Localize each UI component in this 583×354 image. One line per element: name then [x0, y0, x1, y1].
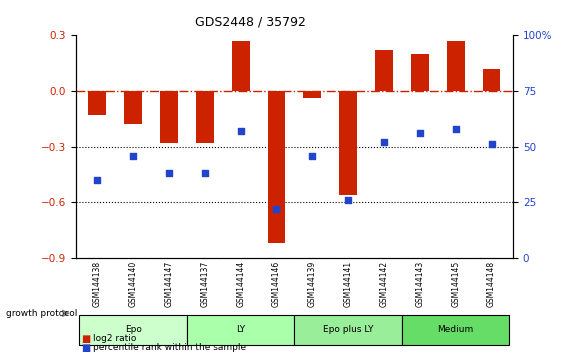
- Text: GSM144140: GSM144140: [129, 261, 138, 307]
- Text: GSM144145: GSM144145: [451, 261, 460, 307]
- Bar: [160, 91, 178, 143]
- FancyBboxPatch shape: [402, 315, 510, 345]
- Text: GSM144141: GSM144141: [343, 261, 353, 307]
- Text: GSM144138: GSM144138: [93, 261, 102, 307]
- Text: ■: ■: [82, 343, 91, 353]
- Bar: [411, 54, 429, 91]
- FancyBboxPatch shape: [187, 315, 294, 345]
- Point: [487, 142, 496, 147]
- Bar: [231, 41, 250, 91]
- Point: [200, 171, 209, 176]
- Bar: [375, 50, 393, 91]
- Text: GSM144148: GSM144148: [487, 261, 496, 307]
- FancyBboxPatch shape: [79, 315, 187, 345]
- Bar: [196, 91, 214, 143]
- Text: GDS2448 / 35792: GDS2448 / 35792: [195, 15, 306, 28]
- Text: GSM144137: GSM144137: [201, 261, 209, 307]
- Text: GSM144143: GSM144143: [415, 261, 424, 307]
- Text: GSM144146: GSM144146: [272, 261, 281, 307]
- Text: Medium: Medium: [438, 325, 474, 334]
- Text: log2 ratio: log2 ratio: [93, 334, 136, 343]
- Text: percentile rank within the sample: percentile rank within the sample: [93, 343, 247, 352]
- Text: Epo plus LY: Epo plus LY: [323, 325, 374, 334]
- Point: [380, 139, 389, 145]
- Text: GSM144147: GSM144147: [164, 261, 174, 307]
- Bar: [268, 91, 286, 243]
- Bar: [447, 41, 465, 91]
- Point: [272, 206, 281, 212]
- FancyBboxPatch shape: [294, 315, 402, 345]
- Text: growth protocol: growth protocol: [6, 309, 77, 318]
- Point: [236, 128, 245, 134]
- Point: [451, 126, 461, 132]
- Text: GSM144142: GSM144142: [380, 261, 388, 307]
- Text: GSM144139: GSM144139: [308, 261, 317, 307]
- Bar: [303, 91, 321, 98]
- Point: [343, 197, 353, 203]
- Text: Epo: Epo: [125, 325, 142, 334]
- Point: [308, 153, 317, 158]
- Bar: [124, 91, 142, 124]
- Point: [93, 177, 102, 183]
- Bar: [89, 91, 106, 115]
- Point: [164, 171, 174, 176]
- Bar: [339, 91, 357, 195]
- Bar: [483, 69, 500, 91]
- Text: ■: ■: [82, 334, 91, 344]
- Point: [128, 153, 138, 158]
- Point: [415, 131, 424, 136]
- Text: GSM144144: GSM144144: [236, 261, 245, 307]
- Text: LY: LY: [236, 325, 245, 334]
